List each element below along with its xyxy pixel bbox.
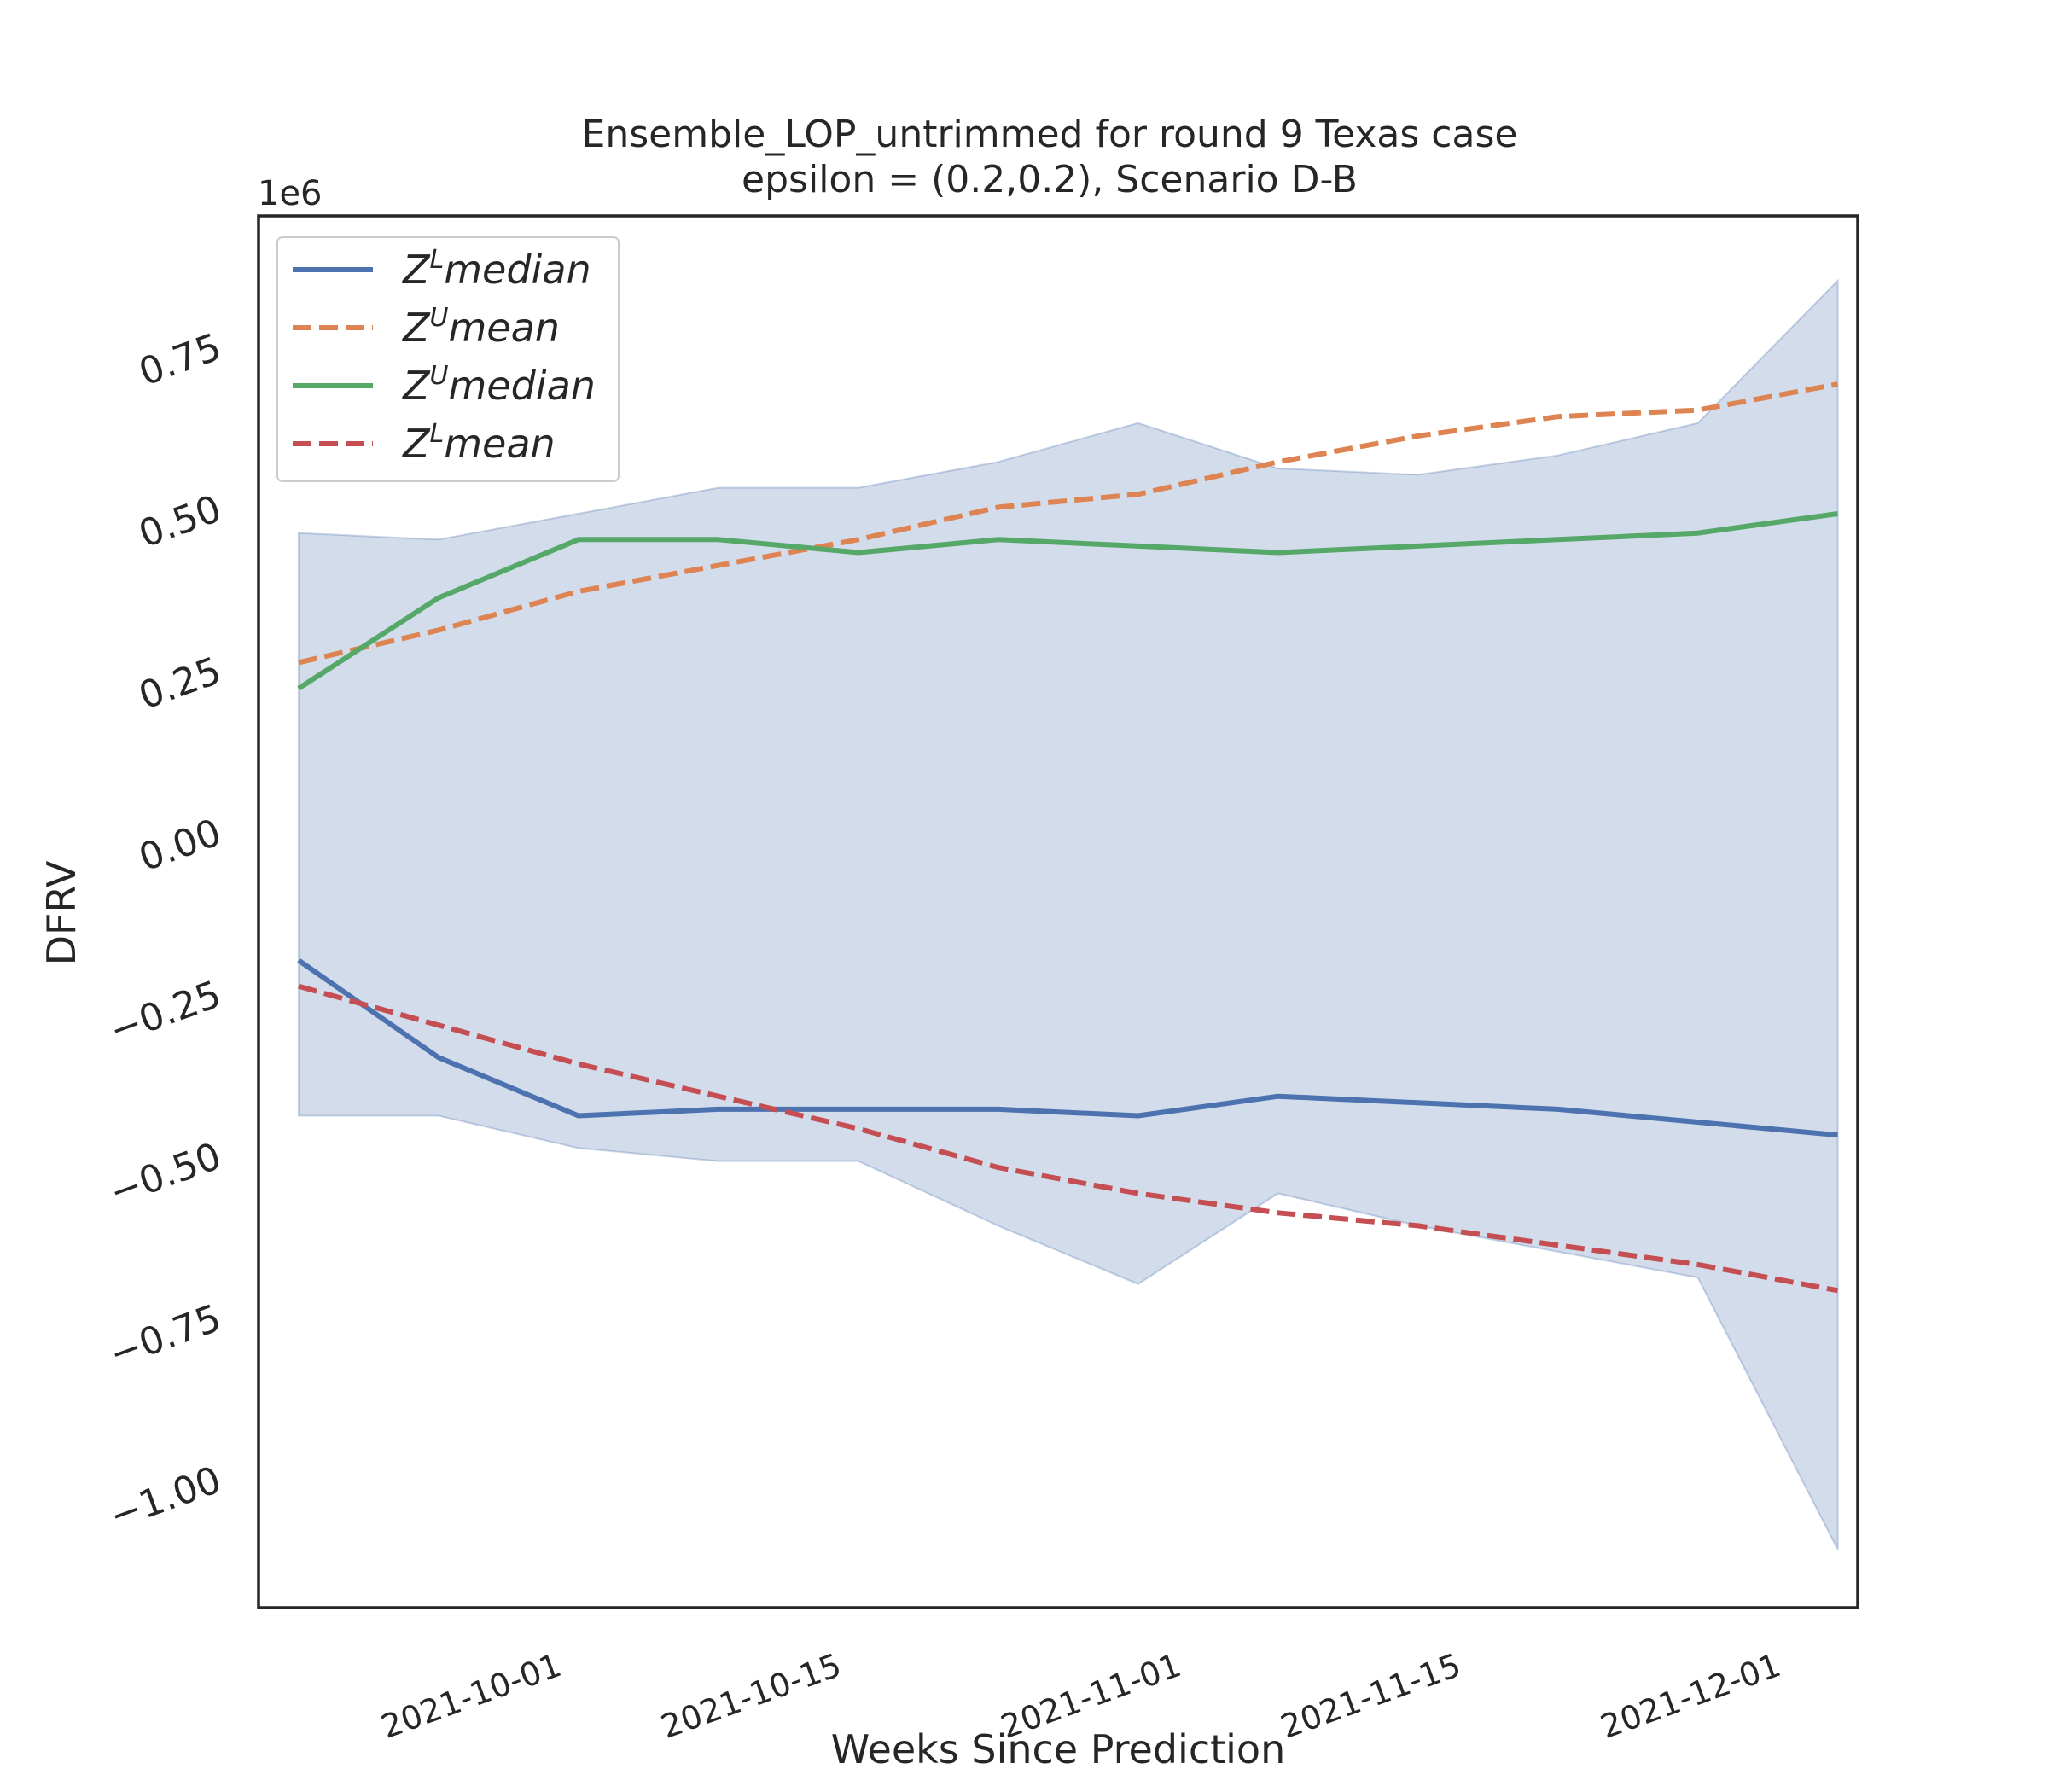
- series-line-2: [298, 381, 1839, 666]
- legend: ZLmedian ZUmean ZUmedian ZLmean: [276, 236, 620, 482]
- axes-frame: [257, 214, 1859, 1609]
- legend-label: ZUmedian: [401, 361, 596, 409]
- chart-title: Ensemble_LOP_untrimmed for round 9 Texas…: [582, 113, 1518, 156]
- legend-label: ZLmean: [401, 419, 556, 467]
- series-layer: [297, 381, 1839, 1294]
- legend-label: ZLmedian: [401, 245, 591, 293]
- chart-subtitle: epsilon = (0.2,0.2), Scenario D-B: [742, 158, 1358, 201]
- legend-label: ZUmean: [401, 303, 560, 351]
- y-axis-label: DFRV: [38, 860, 84, 965]
- x-axis-label: Weeks Since Prediction: [831, 1726, 1285, 1772]
- series-line-1: [297, 957, 1838, 1138]
- series-line-4: [298, 983, 1839, 1294]
- legend-box: [276, 236, 620, 482]
- series-line-3: [297, 511, 1839, 691]
- y-offset-label: 1e6: [258, 174, 323, 213]
